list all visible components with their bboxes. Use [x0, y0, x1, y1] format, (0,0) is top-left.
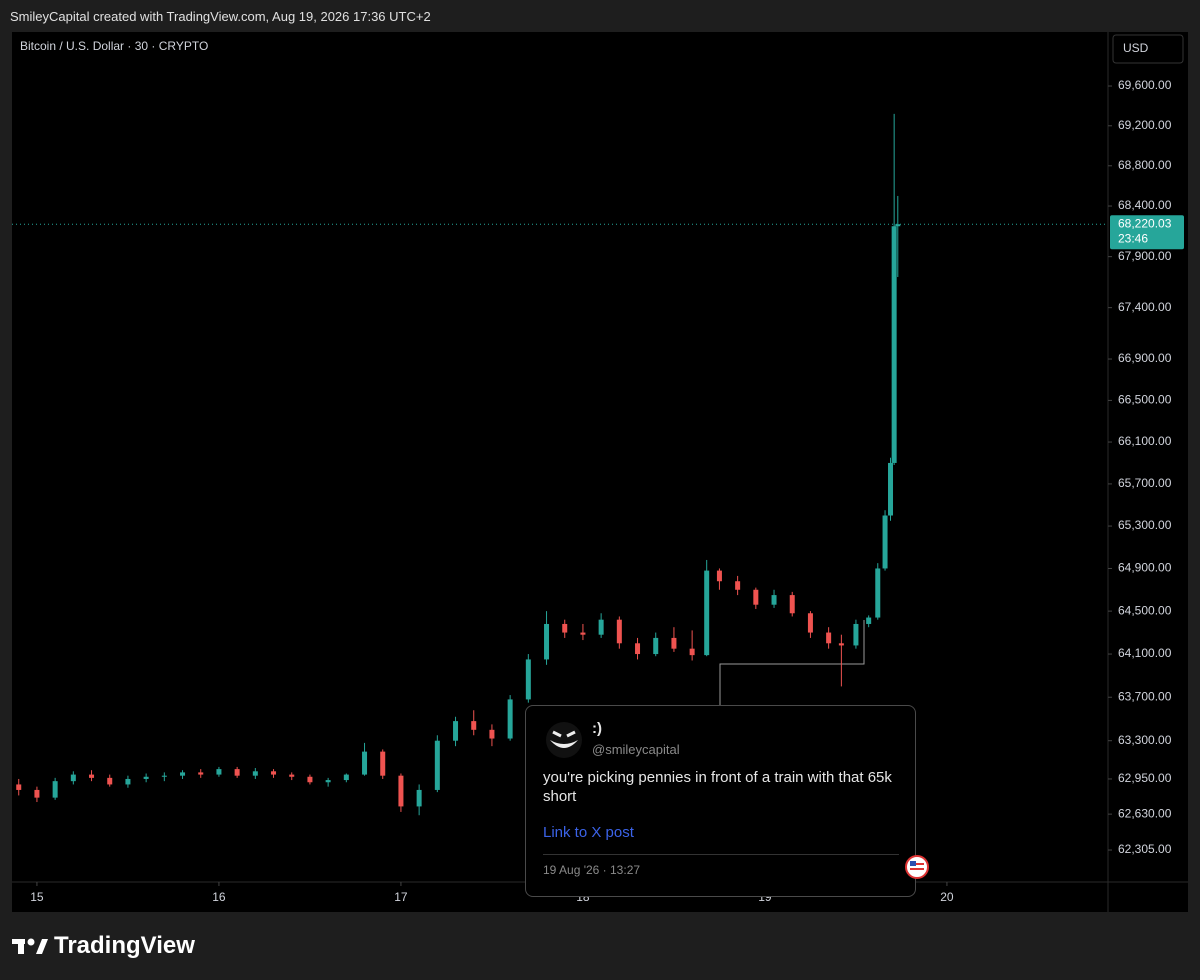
y-tick-label: 68,400.00 — [1118, 198, 1172, 212]
candle-body — [771, 595, 777, 605]
candle-body — [689, 648, 695, 656]
last-price-label: 68,220.03 — [1118, 216, 1172, 230]
candle-body — [671, 637, 677, 649]
candle-body — [753, 589, 759, 605]
candle-body — [362, 751, 368, 775]
post-card: :) @smileycapital you're picking pennies… — [525, 705, 916, 897]
post-link[interactable]: Link to X post — [543, 824, 634, 841]
y-tick-label: 69,200.00 — [1118, 118, 1172, 132]
candle-body — [125, 778, 131, 785]
candle-body — [161, 775, 167, 777]
candle-body — [471, 721, 477, 730]
y-tick-label: 69,600.00 — [1118, 78, 1172, 92]
candle-body — [616, 619, 622, 644]
post-text: you're picking pennies in front of a tra… — [543, 769, 892, 805]
currency-box — [1112, 34, 1184, 64]
y-tick-label: 66,500.00 — [1118, 393, 1172, 407]
candle-body — [325, 780, 331, 783]
x-tick-label: 20 — [940, 890, 954, 904]
y-tick-label: 64,900.00 — [1118, 561, 1172, 575]
candle-body — [271, 771, 277, 775]
countdown: 23:46 — [1118, 231, 1148, 245]
candle-body — [252, 771, 258, 776]
candle-body — [653, 637, 659, 655]
candle-body — [789, 595, 795, 614]
candle-body — [52, 781, 58, 798]
candle-body — [807, 613, 813, 633]
x-tick-label: 16 — [212, 890, 226, 904]
brand: TradingView — [54, 932, 195, 959]
y-tick-label: 65,700.00 — [1118, 476, 1172, 490]
candle-body — [380, 751, 386, 776]
post-name: :) — [592, 720, 602, 737]
candle-body — [416, 789, 422, 807]
y-tick-label: 64,500.00 — [1118, 603, 1172, 617]
candle-body — [489, 729, 495, 739]
candle-body — [198, 772, 204, 775]
candle-body — [735, 581, 741, 590]
y-tick-label: 63,300.00 — [1118, 733, 1172, 747]
x-tick-label: 17 — [394, 890, 408, 904]
y-tick-label: 67,400.00 — [1118, 300, 1172, 314]
x-tick-label: 15 — [30, 890, 44, 904]
post-connector — [719, 620, 865, 705]
candle-body — [826, 632, 832, 644]
candle-body — [289, 774, 295, 777]
header: SmileyCapital created with TradingView.c… — [10, 9, 431, 24]
candle-body — [143, 776, 149, 779]
avatar — [546, 722, 582, 758]
y-tick-label: 67,900.00 — [1118, 249, 1172, 263]
y-tick-label: 64,100.00 — [1118, 646, 1172, 660]
flag-icon — [905, 855, 929, 879]
candle-body — [891, 226, 897, 463]
candle-body — [70, 774, 76, 782]
candle-body — [635, 643, 641, 655]
candle-body — [507, 699, 513, 739]
candle-body — [888, 462, 894, 516]
candle-body — [580, 632, 586, 635]
candle-body — [34, 789, 40, 798]
candle-body — [16, 784, 22, 790]
candle-body — [434, 740, 440, 790]
candle-body — [853, 623, 859, 646]
candle-body — [716, 570, 722, 582]
candle-body — [343, 774, 349, 781]
brand-logo — [12, 938, 48, 954]
candle-body — [525, 659, 531, 700]
candle-body — [107, 777, 113, 785]
y-tick-label: 66,100.00 — [1118, 434, 1172, 448]
y-tick-label: 63,700.00 — [1118, 689, 1172, 703]
candle-body — [866, 617, 872, 624]
candle-body — [562, 623, 568, 633]
y-tick-label: 68,800.00 — [1118, 158, 1172, 172]
y-tick-label: 66,900.00 — [1118, 351, 1172, 365]
candle-body — [398, 775, 404, 807]
candle-body — [307, 776, 313, 783]
last-price-box — [1110, 215, 1184, 250]
candle-body — [704, 570, 710, 656]
y-tick-label: 62,305.00 — [1118, 842, 1172, 856]
y-tick-label: 65,300.00 — [1118, 518, 1172, 532]
post-date: 19 Aug '26 · 13:27 — [543, 863, 641, 877]
candle-body — [838, 643, 844, 646]
post-divider — [543, 854, 899, 855]
candle-body — [544, 623, 550, 660]
candle-body — [234, 769, 240, 776]
currency: USD — [1123, 41, 1149, 55]
candle-body — [216, 769, 222, 775]
candle-body — [453, 721, 459, 741]
candle-body — [895, 224, 901, 227]
candle-body — [882, 515, 888, 569]
candle-body — [180, 772, 186, 776]
candle-body — [89, 774, 95, 778]
candle-body — [598, 619, 604, 635]
candle-body — [875, 568, 881, 618]
y-tick-label: 62,950.00 — [1118, 771, 1172, 785]
y-tick-label: 62,630.00 — [1118, 806, 1172, 820]
symbol-title: Bitcoin / U.S. Dollar · 30 · CRYPTO — [20, 39, 208, 53]
post-handle: @smileycapital — [592, 742, 680, 757]
